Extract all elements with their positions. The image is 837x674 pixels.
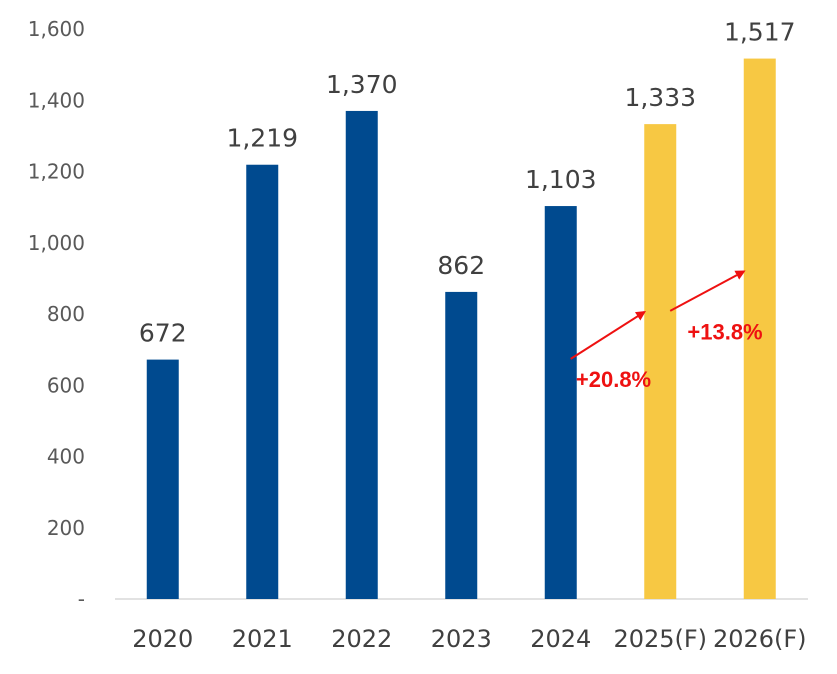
bar bbox=[246, 164, 279, 599]
y-tick-label: 1,400 bbox=[28, 88, 85, 112]
growth-percent-label: +13.8% bbox=[687, 319, 762, 344]
y-tick-label: - bbox=[78, 587, 85, 611]
x-axis: 2020 2021 2022 2023 2024 2025(F) 2026(F) bbox=[115, 598, 808, 653]
data-labels: 672 1,219 1,370 862 1,103 1,333 1,517 bbox=[139, 18, 796, 348]
bar-forecast bbox=[743, 58, 776, 600]
data-label: 1,370 bbox=[326, 70, 398, 99]
x-tick-label: 2022 bbox=[331, 625, 392, 653]
data-label: 1,517 bbox=[724, 18, 796, 47]
bar bbox=[445, 291, 478, 599]
bar-series bbox=[146, 58, 776, 600]
x-tick-label: 2025(F) bbox=[613, 625, 707, 653]
x-tick-label: 2021 bbox=[232, 625, 293, 653]
data-label: 862 bbox=[437, 251, 485, 280]
bar-forecast bbox=[644, 124, 677, 600]
x-tick-label: 2026(F) bbox=[713, 625, 807, 653]
growth-percent-label: +20.8% bbox=[576, 367, 651, 392]
x-tick-label: 2020 bbox=[132, 625, 193, 653]
bar bbox=[544, 206, 577, 599]
growth-arrow bbox=[669, 270, 746, 312]
x-tick-label: 2024 bbox=[530, 625, 591, 653]
y-axis: - 200 400 600 800 1,000 1,200 1,400 1,600 bbox=[28, 17, 85, 611]
y-tick-label: 800 bbox=[47, 302, 85, 326]
data-label: 1,333 bbox=[624, 83, 696, 112]
y-tick-label: 1,200 bbox=[28, 160, 85, 184]
data-label: 1,103 bbox=[525, 165, 597, 194]
y-tick-label: 200 bbox=[47, 516, 85, 540]
data-label: 672 bbox=[139, 319, 187, 348]
growth-annotations: +20.8% +13.8% bbox=[570, 270, 763, 392]
y-tick-label: 600 bbox=[47, 373, 85, 397]
y-tick-label: 1,600 bbox=[28, 17, 85, 41]
growth-arrow bbox=[570, 310, 647, 360]
y-tick-label: 400 bbox=[47, 445, 85, 469]
bar bbox=[146, 359, 179, 599]
data-label: 1,219 bbox=[226, 124, 298, 153]
y-tick-label: 1,000 bbox=[28, 231, 85, 255]
x-tick-label: 2023 bbox=[431, 625, 492, 653]
bar bbox=[345, 110, 378, 599]
